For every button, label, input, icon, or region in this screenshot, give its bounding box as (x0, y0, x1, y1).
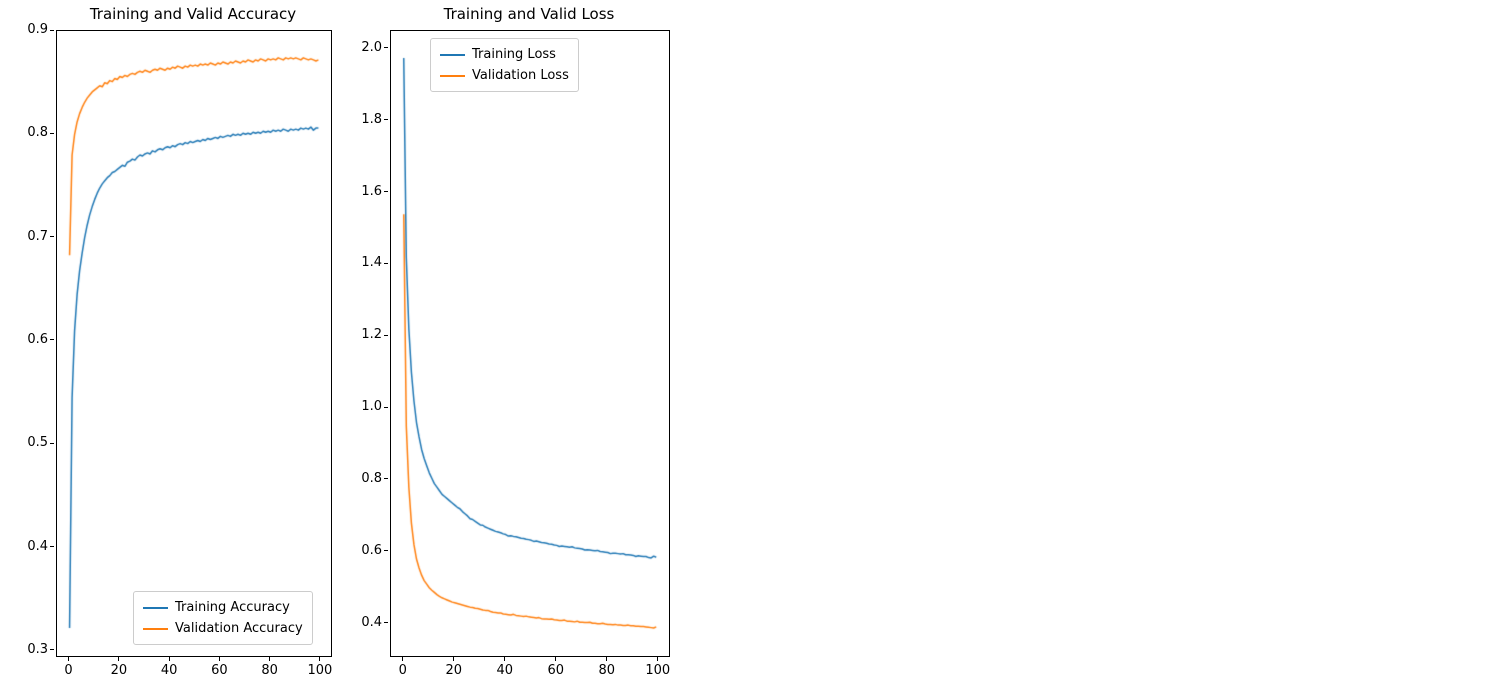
y-tick-mark (384, 262, 388, 264)
x-tick-label: 20 (110, 663, 128, 678)
legend-entry-validation-accuracy: Validation Accuracy (143, 618, 303, 639)
accuracy-legend: Training Accuracy Validation Accuracy (133, 591, 313, 645)
x-tick-label: 60 (547, 663, 565, 678)
x-tick-label: 0 (64, 663, 73, 678)
x-tick-label: 60 (211, 663, 228, 678)
y-tick-label: 0.8 (27, 125, 48, 141)
y-tick-mark (384, 406, 388, 408)
x-tick-label: 20 (445, 663, 463, 678)
y-tick-label: 0.3 (27, 641, 48, 657)
y-tick-mark (50, 339, 54, 341)
x-tick-mark (218, 657, 220, 661)
x-tick-mark (269, 657, 271, 661)
y-tick-label: 2.0 (361, 39, 382, 55)
y-tick-label: 0.9 (27, 22, 48, 37)
y-tick-label: 1.2 (361, 327, 382, 343)
y-tick-mark (384, 334, 388, 336)
y-tick-label: 0.8 (361, 470, 382, 486)
y-tick-label: 1.4 (361, 255, 382, 271)
x-tick-mark (657, 657, 659, 661)
training-loss-line-swatch (440, 53, 465, 56)
accuracy-axes (56, 30, 332, 657)
y-tick-mark (50, 29, 54, 31)
x-tick-label: 100 (645, 663, 671, 678)
training-accuracy-line-swatch (143, 606, 168, 609)
y-tick-label: 0.5 (27, 435, 48, 451)
loss-chart-title: Training and Valid Loss (443, 5, 615, 23)
x-tick-label: 80 (598, 663, 616, 678)
y-tick-label: 0.6 (27, 331, 48, 347)
loss-axes (390, 30, 670, 657)
y-tick-mark (384, 622, 388, 624)
legend-label-training-loss: Training Loss (472, 47, 556, 62)
x-tick-mark (68, 657, 70, 661)
y-tick-mark (50, 442, 54, 444)
x-tick-mark (168, 657, 170, 661)
x-tick-mark (402, 657, 404, 661)
loss-plot-canvas (391, 31, 669, 656)
y-tick-mark (384, 191, 388, 193)
y-tick-label: 1.0 (361, 399, 382, 415)
x-tick-mark (453, 657, 455, 661)
x-tick-label: 0 (398, 663, 407, 678)
y-tick-label: 1.6 (361, 183, 382, 199)
x-tick-label: 80 (261, 663, 278, 678)
y-tick-label: 0.4 (27, 538, 48, 554)
loss-legend: Training Loss Validation Loss (430, 38, 579, 92)
legend-label-training-accuracy: Training Accuracy (175, 600, 290, 615)
y-tick-label: 1.8 (361, 111, 382, 127)
y-tick-mark (384, 119, 388, 121)
legend-label-validation-accuracy: Validation Accuracy (175, 621, 303, 636)
x-tick-label: 40 (160, 663, 178, 678)
y-tick-mark (50, 236, 54, 238)
x-tick-mark (606, 657, 608, 661)
y-tick-mark (384, 550, 388, 552)
y-tick-label: 0.6 (361, 542, 382, 558)
x-tick-mark (504, 657, 506, 661)
y-tick-mark (384, 47, 388, 49)
accuracy-chart-title: Training and Valid Accuracy (89, 5, 297, 23)
y-tick-label: 0.7 (27, 228, 48, 244)
y-tick-mark (50, 649, 54, 651)
y-tick-mark (50, 546, 54, 548)
legend-entry-validation-loss: Validation Loss (440, 65, 569, 86)
x-tick-label: 40 (496, 663, 514, 678)
legend-entry-training-loss: Training Loss (440, 44, 569, 65)
accuracy-plot-canvas (57, 31, 331, 656)
x-tick-mark (319, 657, 321, 661)
y-tick-mark (384, 478, 388, 480)
x-tick-label: 100 (307, 663, 333, 678)
legend-entry-training-accuracy: Training Accuracy (143, 597, 303, 618)
legend-label-validation-loss: Validation Loss (472, 68, 569, 83)
y-tick-label: 0.4 (361, 614, 382, 630)
validation-loss-line-swatch (440, 74, 465, 77)
x-tick-mark (118, 657, 120, 661)
x-tick-mark (555, 657, 557, 661)
validation-accuracy-line-swatch (143, 627, 168, 630)
y-tick-mark (50, 132, 54, 134)
